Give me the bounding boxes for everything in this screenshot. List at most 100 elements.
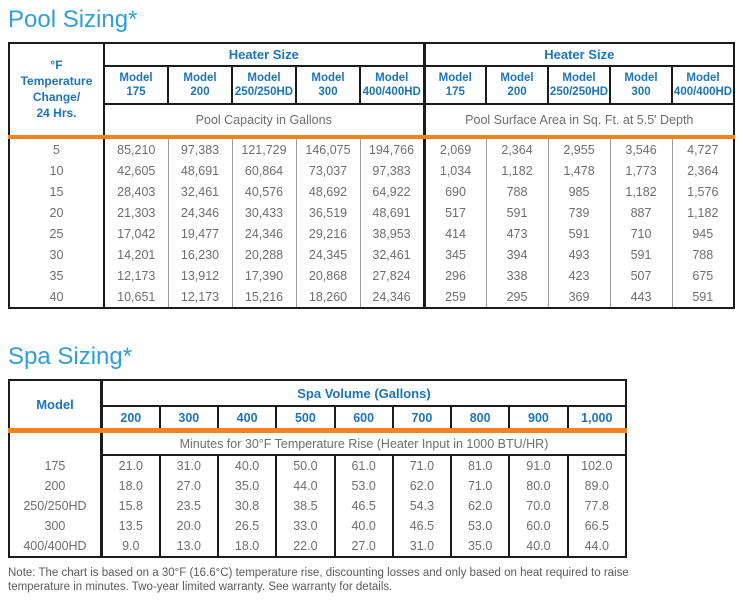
spa-sizing-table: Model Spa Volume (Gallons) 200 300 400 5… (8, 379, 627, 558)
table-cell: 517 (422, 202, 487, 223)
spa-header-row-volumes: 200 300 400 500 600 700 800 900 1,000 (9, 406, 626, 433)
pool-capacity-subheader: Pool Capacity in Gallons (104, 104, 425, 139)
pool-header-row-groups: °F Temperature Change/ 24 Hrs. Heater Si… (9, 43, 735, 139)
table-cell: 250/250HD (23, 499, 87, 513)
table-cell: 61.0 (333, 455, 393, 476)
volume-header: 1,000 (566, 406, 626, 433)
table-cell: 30 (49, 247, 64, 262)
table-cell: 24,346 (359, 286, 425, 308)
table-cell: 9.0 (99, 536, 160, 557)
table-cell: 473 (485, 223, 549, 244)
table-row: 175 21.0 31.0 40.0 50.0 61.0 71.0 81.0 91.0 102.0 (9, 455, 626, 476)
table-cell: 97,383 (359, 160, 425, 181)
corner-line-2: Temperature (20, 73, 93, 88)
table-cell: 18.0 (99, 476, 160, 496)
table-cell: 20.0 (158, 516, 218, 536)
table-cell: 788 (671, 244, 735, 265)
table-cell: 338 (485, 265, 549, 286)
spa-minutes-subheader: Minutes for 30°F Temperature Rise (Heate… (99, 430, 626, 456)
table-cell: 1,034 (422, 160, 487, 181)
table-cell: 30,433 (231, 202, 296, 223)
pool-header-row-subheaders: Pool Capacity in Gallons Pool Surface Ar… (9, 104, 735, 139)
table-cell: 259 (422, 286, 487, 308)
table-cell: 887 (609, 202, 673, 223)
table-cell: 48,691 (167, 160, 232, 181)
table-cell: 27,824 (359, 265, 425, 286)
table-cell: 21.0 (99, 455, 160, 476)
table-cell: 18,260 (295, 286, 360, 308)
table-cell: 15,216 (231, 286, 296, 308)
table-cell: 13.5 (99, 516, 160, 536)
table-cell: 48,692 (295, 181, 360, 202)
table-row: 10 42,605 48,691 60,864 73,037 97,383 1,034 1,1… (9, 160, 735, 181)
table-cell: 17,390 (231, 265, 296, 286)
table-cell: 53.0 (450, 516, 510, 536)
table-cell: 30.8 (216, 496, 277, 516)
table-row: 400/400HD 9.0 13.0 18.0 22.0 27.0 31.0 35.0 40.0… (9, 536, 626, 557)
table-cell: 66.5 (566, 516, 626, 536)
table-cell: 40.0 (508, 536, 568, 557)
table-cell: 40,576 (231, 181, 296, 202)
volume-header: 900 (508, 406, 568, 433)
table-cell: 22.0 (275, 536, 335, 557)
model-header: Model 175 (422, 66, 487, 105)
table-cell: 40.0 (333, 516, 393, 536)
table-cell: 300 (44, 519, 66, 533)
table-cell: 77.8 (566, 496, 626, 516)
pool-corner-header: °F Temperature Change/ 24 Hrs. (9, 43, 105, 139)
table-row: 25 17,042 19,477 24,346 29,216 38,953 414 473 59… (9, 223, 735, 244)
table-cell: 38,953 (359, 223, 425, 244)
table-cell: 591 (485, 202, 549, 223)
table-cell: 16,230 (167, 244, 232, 265)
table-cell: 710 (609, 223, 673, 244)
table-cell: 25 (49, 226, 64, 241)
table-cell: 690 (422, 181, 487, 202)
table-cell: 400/400HD (23, 539, 87, 553)
volume-header: 400 (216, 406, 277, 433)
table-cell: 175 (44, 458, 66, 473)
table-cell: 1,182 (485, 160, 549, 181)
table-cell: 44.0 (275, 476, 335, 496)
table-cell: 38.5 (275, 496, 335, 516)
table-cell: 121,729 (231, 137, 296, 160)
table-cell: 91.0 (508, 455, 568, 476)
table-cell: 62.0 (391, 476, 452, 496)
table-cell: 739 (547, 202, 611, 223)
table-cell: 33.0 (275, 516, 335, 536)
model-header: Model 175 (104, 66, 168, 105)
table-cell: 18.0 (216, 536, 277, 557)
table-cell: 345 (422, 244, 487, 265)
table-cell: 102.0 (566, 455, 626, 476)
table-cell: 945 (671, 223, 735, 244)
table-cell: 507 (609, 265, 673, 286)
heater-size-header-left: Heater Size (104, 43, 425, 67)
table-row: 20 21,303 24,346 30,433 36,519 48,691 517 591 73… (9, 202, 735, 223)
table-cell: 443 (609, 286, 673, 308)
table-row: 15 28,403 32,461 40,576 48,692 64,922 690 788 98… (9, 181, 735, 202)
table-cell: 71.0 (391, 455, 452, 476)
table-cell: 35.0 (216, 476, 277, 496)
table-cell: 53.0 (333, 476, 393, 496)
heater-size-header-right: Heater Size (422, 43, 735, 67)
table-cell: 31.0 (391, 536, 452, 557)
volume-header: 300 (158, 406, 218, 433)
table-cell: 29,216 (295, 223, 360, 244)
pool-sizing-table: °F Temperature Change/ 24 Hrs. Heater Si… (8, 42, 736, 309)
table-cell: 4,727 (671, 137, 735, 160)
table-cell: 40.0 (216, 455, 277, 476)
table-cell: 1,576 (671, 181, 735, 202)
table-cell: 788 (485, 181, 549, 202)
table-cell: 2,069 (422, 137, 487, 160)
corner-line-4: 24 Hrs. (36, 106, 77, 121)
table-cell: 2,364 (485, 137, 549, 160)
model-header: Model 300 (295, 66, 360, 105)
table-cell: 591 (609, 244, 673, 265)
table-row: 30 14,201 16,230 20,288 24,345 32,461 345 394 49… (9, 244, 735, 265)
table-cell: 27.0 (333, 536, 393, 557)
table-cell: 64,922 (359, 181, 425, 202)
table-row: 35 12,173 13,912 17,390 20,868 27,824 296 338 42… (9, 265, 735, 286)
table-cell: 200 (44, 479, 66, 493)
table-cell: 20,288 (231, 244, 296, 265)
table-cell: 1,773 (609, 160, 673, 181)
table-cell: 5 (53, 142, 60, 157)
